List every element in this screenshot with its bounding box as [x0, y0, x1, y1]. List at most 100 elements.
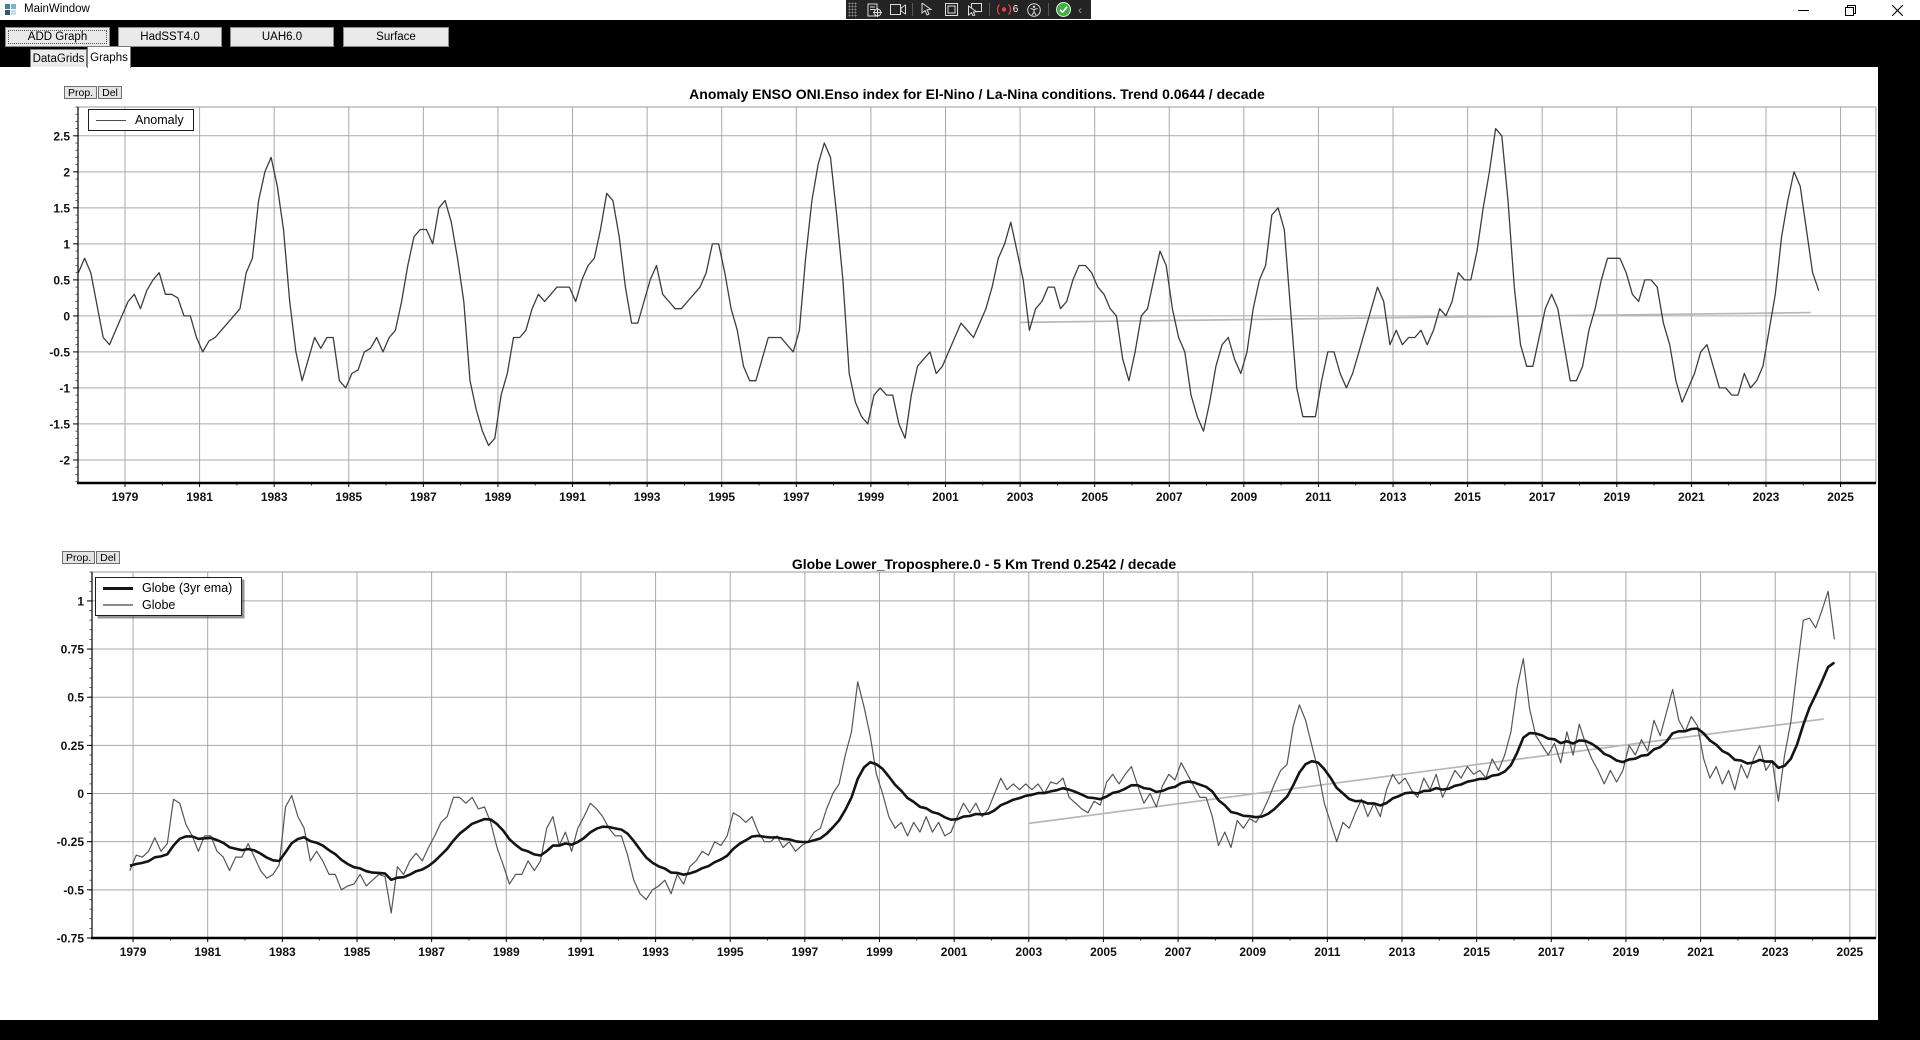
capture-settings-icon[interactable] — [862, 0, 886, 19]
y-tick-label: 1.5 — [53, 201, 70, 215]
cursor-region-icon[interactable] — [963, 0, 987, 19]
collapse-chevron-icon[interactable]: ‹ — [1078, 2, 1082, 17]
y-tick-label: 1 — [77, 594, 84, 608]
x-tick-label: 2013 — [1389, 945, 1416, 959]
chart1-legend: Anomaly — [88, 109, 194, 131]
x-tick-label: 2015 — [1463, 945, 1490, 959]
drag-handle-icon[interactable] — [848, 2, 857, 17]
restore-button[interactable] — [1833, 0, 1867, 20]
x-tick-label: 2003 — [1015, 945, 1042, 959]
app-icon — [5, 4, 17, 16]
y-tick-label: 0.5 — [53, 273, 70, 287]
x-tick-label: 1989 — [493, 945, 520, 959]
legend-line-sample — [103, 604, 133, 606]
x-tick-label: 2009 — [1239, 945, 1266, 959]
y-tick-label: 2.5 — [53, 129, 70, 143]
y-tick-label: 0.5 — [67, 691, 84, 705]
x-tick-label: 1985 — [335, 490, 362, 504]
window-title: MainWindow — [24, 3, 90, 15]
x-tick-label: 2001 — [941, 945, 968, 959]
capture-overlay-toolbar: 6 ‹ — [846, 0, 1091, 19]
y-tick-label: -1.5 — [49, 417, 70, 431]
x-tick-label: 1997 — [783, 490, 810, 504]
y-tick-label: -0.75 — [57, 932, 85, 946]
x-tick-label: 1985 — [344, 945, 371, 959]
toolbar-separator — [912, 3, 913, 16]
y-tick-label: 2 — [63, 165, 70, 179]
toolbar-separator — [1048, 3, 1049, 16]
legend-label: Globe (3yr ema) — [142, 581, 233, 595]
x-tick-label: 2019 — [1603, 490, 1630, 504]
chart1-properties-button[interactable]: Prop. — [64, 86, 98, 99]
chart1-title: Anomaly ENSO ONI.Enso index for El-Nino … — [689, 86, 1265, 102]
alerts-icon[interactable]: 6 — [992, 0, 1022, 19]
x-tick-label: 1991 — [559, 490, 586, 504]
x-tick-label: 2025 — [1837, 945, 1864, 959]
x-tick-label: 2001 — [932, 490, 959, 504]
x-tick-label: 1989 — [485, 490, 512, 504]
x-tick-label: 1981 — [186, 490, 213, 504]
x-tick-label: 2023 — [1762, 945, 1789, 959]
chart2-delete-button[interactable]: Del — [96, 551, 120, 564]
y-tick-label: -1 — [59, 381, 70, 395]
x-tick-label: 1987 — [410, 490, 437, 504]
x-tick-label: 1995 — [717, 945, 744, 959]
x-tick-label: 2021 — [1687, 945, 1714, 959]
y-tick-label: 0.25 — [61, 739, 85, 753]
hadsst4-button[interactable]: HadSST4.0 — [118, 27, 222, 47]
y-tick-label: -0.5 — [63, 883, 84, 897]
legend-label: Anomaly — [135, 113, 184, 127]
x-tick-label: 2021 — [1678, 490, 1705, 504]
x-tick-label: 2007 — [1156, 490, 1183, 504]
x-tick-label: 2011 — [1305, 490, 1331, 504]
region-select-icon[interactable] — [939, 0, 963, 19]
x-tick-label: 2017 — [1538, 945, 1565, 959]
x-tick-label: 2005 — [1090, 945, 1117, 959]
graphs-tab-page — [0, 67, 1878, 1020]
uah6-button[interactable]: UAH6.0 — [230, 27, 334, 47]
x-tick-label: 1983 — [269, 945, 296, 959]
video-camera-icon[interactable] — [886, 0, 910, 19]
accessibility-icon[interactable] — [1022, 0, 1046, 19]
x-tick-label: 2005 — [1081, 490, 1108, 504]
x-tick-label: 1999 — [858, 490, 885, 504]
x-tick-label: 1997 — [792, 945, 819, 959]
y-tick-label: 1 — [63, 237, 70, 251]
status-ok-icon[interactable] — [1051, 0, 1075, 19]
legend-line-sample — [96, 119, 126, 121]
x-tick-label: 2017 — [1529, 490, 1556, 504]
x-tick-label: 1981 — [194, 945, 221, 959]
chart2-properties-button[interactable]: Prop. — [62, 551, 96, 564]
y-tick-label: -0.5 — [49, 345, 70, 359]
x-tick-label: 1995 — [708, 490, 735, 504]
x-tick-label: 2013 — [1380, 490, 1407, 504]
x-tick-label: 2009 — [1230, 490, 1257, 504]
cursor-select-icon[interactable] — [915, 0, 939, 19]
tab-datagrids[interactable]: DataGrids — [30, 49, 87, 68]
chart2-legend: Globe (3yr ema) Globe — [95, 577, 243, 616]
x-tick-label: 2003 — [1007, 490, 1034, 504]
chart2-title: Globe Lower_Troposphere.0 - 5 Km Trend 0… — [791, 556, 1177, 572]
x-tick-label: 2011 — [1314, 945, 1340, 959]
close-button[interactable] — [1880, 0, 1914, 20]
tab-graphs[interactable]: Graphs — [87, 46, 131, 68]
minimize-button[interactable] — [1786, 0, 1820, 20]
x-tick-label: 1993 — [634, 490, 661, 504]
chart1-delete-button[interactable]: Del — [98, 86, 122, 99]
surface-button[interactable]: Surface — [343, 27, 449, 47]
x-tick-label: 1993 — [642, 945, 669, 959]
x-tick-label: 1979 — [120, 945, 147, 959]
x-tick-label: 2007 — [1165, 945, 1192, 959]
add-graph-button[interactable]: ADD Graph — [5, 27, 110, 47]
y-tick-label: 0 — [77, 787, 84, 801]
x-tick-label: 1991 — [568, 945, 595, 959]
legend-line-sample — [103, 586, 133, 590]
legend-label: Globe — [142, 598, 176, 612]
toolbar-separator — [989, 3, 990, 16]
x-tick-label: 1987 — [418, 945, 445, 959]
y-tick-label: -2 — [59, 453, 70, 467]
x-tick-label: 2019 — [1613, 945, 1640, 959]
x-tick-label: 1983 — [261, 490, 288, 504]
y-tick-label: 0 — [63, 309, 70, 323]
